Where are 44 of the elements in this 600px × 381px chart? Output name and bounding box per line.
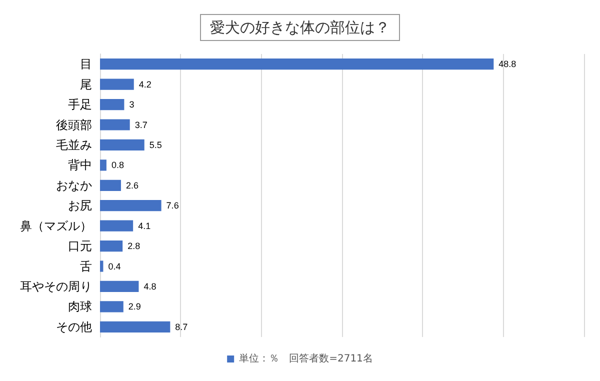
y-tick-label: お尻 (68, 198, 92, 213)
data-label: 4.1 (138, 220, 151, 231)
bar (100, 240, 123, 252)
legend-label: 単位：％ 回答者数=2711名 (239, 352, 373, 364)
data-label: 4.8 (144, 281, 156, 292)
data-label: 8.7 (175, 322, 188, 332)
data-label: 48.8 (498, 59, 516, 70)
y-tick-label: 耳やその周り (20, 279, 92, 294)
bar (100, 58, 494, 70)
data-label: 7.6 (166, 200, 179, 211)
data-label: 3.7 (134, 120, 148, 130)
bar (100, 139, 144, 151)
y-tick-label: その他 (56, 320, 92, 334)
bar (100, 321, 170, 332)
y-tick-label: 後頭部 (56, 118, 92, 132)
bar (100, 280, 139, 292)
y-tick-label: 手足 (68, 98, 92, 112)
data-label: 4.2 (138, 79, 152, 90)
bar (100, 301, 124, 312)
bar (100, 220, 134, 232)
bar (100, 160, 106, 171)
bar (100, 119, 130, 130)
data-label: 0.8 (111, 160, 124, 170)
bar (100, 78, 134, 90)
y-tick-label: おなか (56, 178, 92, 192)
y-tick-label: 鼻（マズル） (20, 218, 92, 233)
bar (100, 260, 104, 272)
bar (100, 200, 162, 212)
data-label: 2.6 (126, 180, 138, 190)
y-tick-label: 肉球 (68, 300, 92, 314)
bar (100, 180, 121, 191)
y-tick-label: 目 (80, 57, 92, 72)
data-label: 5.5 (149, 140, 162, 150)
y-tick-label: 尾 (80, 77, 92, 92)
data-label: 3 (129, 100, 134, 110)
y-tick-label: 舌 (80, 259, 92, 274)
data-label: 2.9 (128, 302, 141, 312)
chart-title: 愛犬の好きな体の部位は？ (210, 18, 390, 36)
y-tick-label: 口元 (68, 239, 92, 254)
y-tick-label: 背中 (68, 158, 92, 172)
data-label: 0.4 (108, 261, 121, 272)
y-tick-label: 毛並み (56, 138, 92, 152)
data-label: 2.8 (128, 241, 140, 252)
bar (100, 98, 124, 110)
